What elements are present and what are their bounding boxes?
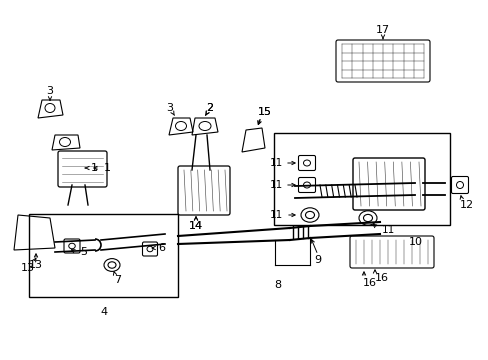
Text: 17: 17 xyxy=(375,25,389,35)
Text: 2: 2 xyxy=(206,103,213,113)
Text: 15: 15 xyxy=(258,107,271,117)
Text: 9: 9 xyxy=(314,255,321,265)
Text: 11: 11 xyxy=(269,180,283,190)
Text: 6: 6 xyxy=(158,243,165,253)
Text: 1: 1 xyxy=(103,163,110,173)
Text: 4: 4 xyxy=(100,307,107,317)
Text: 1: 1 xyxy=(90,163,97,173)
Text: 13: 13 xyxy=(21,263,35,273)
Text: 11: 11 xyxy=(381,225,394,235)
Text: 13: 13 xyxy=(29,260,43,270)
Text: 8: 8 xyxy=(274,280,281,290)
Text: 16: 16 xyxy=(374,273,388,283)
Bar xyxy=(29,214,178,297)
Text: 3: 3 xyxy=(166,103,173,113)
Text: 15: 15 xyxy=(258,107,271,117)
Text: 11: 11 xyxy=(269,158,283,168)
Bar xyxy=(273,133,449,225)
Text: 14: 14 xyxy=(188,221,203,231)
Text: 12: 12 xyxy=(459,200,473,210)
Text: 11: 11 xyxy=(269,210,283,220)
Text: 7: 7 xyxy=(114,275,122,285)
Text: 16: 16 xyxy=(362,278,376,288)
Text: 3: 3 xyxy=(46,86,53,96)
Text: 5: 5 xyxy=(81,247,87,257)
Text: 2: 2 xyxy=(206,103,213,113)
Text: 10: 10 xyxy=(408,237,422,247)
Text: 14: 14 xyxy=(188,221,203,231)
